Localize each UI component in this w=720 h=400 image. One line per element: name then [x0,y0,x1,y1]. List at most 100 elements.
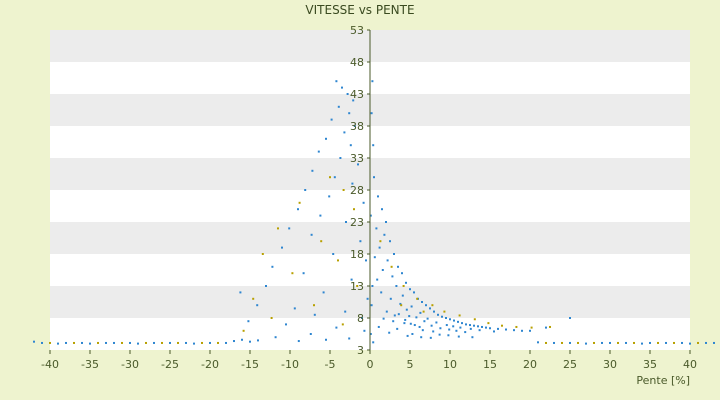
data-point [426,317,429,320]
data-point [464,331,467,334]
data-point [81,341,83,344]
data-point [455,329,458,332]
data-point [353,208,355,211]
data-point [601,341,603,344]
data-point [473,318,476,321]
data-point [320,240,323,243]
data-point [386,259,389,262]
data-point [377,195,379,198]
data-point [405,308,408,311]
data-point [569,317,571,319]
data-point [329,176,331,179]
data-point [369,333,372,335]
data-point [405,281,407,284]
data-point [585,342,587,345]
data-point [274,336,277,339]
data-point [392,320,395,323]
data-point [341,86,343,89]
data-point [431,304,434,307]
data-point [549,325,551,328]
data-point [247,320,250,323]
data-point [277,227,279,230]
data-point [625,341,627,344]
data-point [395,285,398,287]
data-point [529,329,531,332]
data-point [422,310,425,313]
data-point [337,105,340,108]
data-point [217,341,219,344]
data-point [332,253,335,255]
y-tick-label: 38 [350,120,364,133]
data-point [681,341,683,344]
data-point [298,201,301,204]
data-point [458,314,461,317]
x-axis-ticks: -40 -35 -30 -25 -20 -15 -10 -5 0 5 10 15 20 25 30 35 40 [41,350,697,371]
data-point [396,327,399,330]
data-point [445,324,448,327]
data-point [410,305,413,308]
data-point [97,341,99,344]
data-point [145,341,147,344]
data-point [545,341,547,344]
data-point [481,325,483,328]
data-point [469,324,471,327]
data-point [341,323,344,326]
data-point [537,341,539,344]
data-point [569,341,571,344]
data-point [689,342,691,345]
data-point [373,256,376,259]
data-point [389,297,392,300]
data-point [617,341,619,344]
x-axis-label: Pente [%] [636,374,690,387]
data-point [348,337,351,340]
data-point [342,189,345,191]
data-point [343,131,346,134]
data-point [489,327,491,330]
data-point [370,112,373,115]
data-point [333,176,336,179]
data-point [513,329,515,332]
y-tick-label: 8 [357,312,364,325]
x-tick-label: -25 [161,358,179,371]
data-point [471,336,474,339]
data-point [242,329,245,332]
data-point [291,272,294,275]
data-point [378,246,381,249]
data-point [432,330,435,333]
data-point [353,125,356,127]
data-point [400,304,403,307]
data-point [377,325,380,328]
data-point [89,342,91,345]
data-point [408,315,411,318]
x-tick-label: -5 [325,358,336,371]
data-point [310,233,313,236]
data-point [73,341,75,344]
data-point [505,328,507,331]
data-point [383,233,386,236]
data-point [633,341,635,344]
data-point [359,240,362,243]
data-point [177,341,179,344]
data-point [344,310,347,313]
data-point [457,320,459,323]
data-point [665,341,667,344]
data-point [649,341,651,344]
x-tick-label: 25 [563,358,577,371]
data-point [271,265,274,268]
x-tick-label: 20 [523,358,537,371]
data-point [121,341,123,344]
data-point [577,341,579,344]
data-point [328,195,331,198]
x-tick-label: 0 [367,358,374,371]
x-tick-label: -20 [201,358,219,371]
data-point [413,324,416,327]
data-point [351,182,354,185]
data-point [57,342,59,345]
data-point [325,338,327,341]
data-point [423,320,426,323]
x-tick-label: 15 [483,358,497,371]
data-point [477,325,479,328]
data-point [363,329,366,332]
data-point [421,329,424,332]
x-tick-label: 35 [643,358,657,371]
